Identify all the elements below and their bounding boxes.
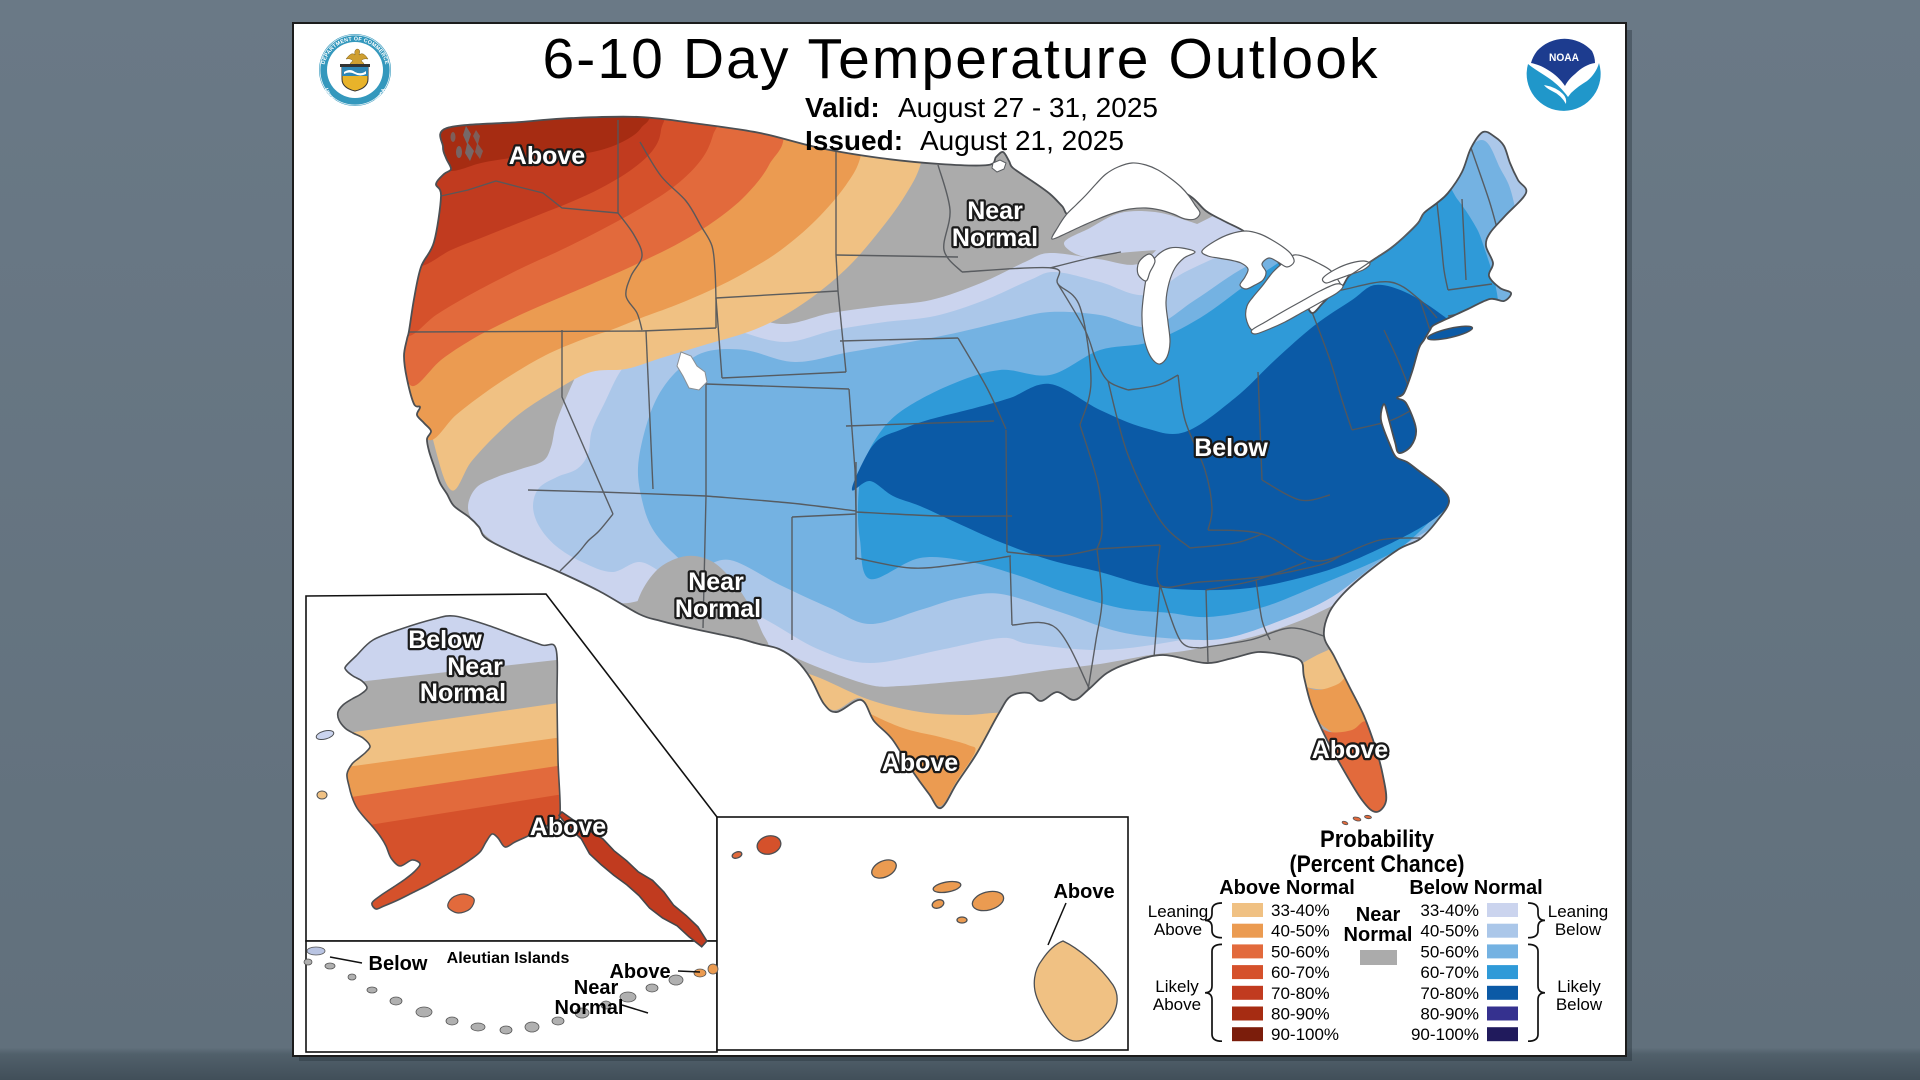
svg-text:Leaning: Leaning (1148, 902, 1209, 921)
svg-text:Near: Near (688, 568, 744, 596)
svg-text:70-80%: 70-80% (1271, 984, 1330, 1003)
svg-text:Below: Below (1194, 434, 1268, 462)
svg-text:80-90%: 80-90% (1271, 1005, 1330, 1024)
svg-text:Above: Above (1153, 995, 1201, 1014)
svg-text:33-40%: 33-40% (1271, 901, 1330, 920)
svg-text:Aleutian Islands: Aleutian Islands (447, 950, 570, 967)
svg-text:Above: Above (1053, 881, 1114, 903)
svg-text:Above: Above (1312, 736, 1389, 764)
svg-text:90-100%: 90-100% (1271, 1025, 1339, 1044)
svg-text:NOAA: NOAA (1549, 52, 1579, 64)
svg-text:Below: Below (1555, 920, 1602, 939)
svg-text:Normal: Normal (952, 224, 1038, 252)
svg-text:80-90%: 80-90% (1420, 1005, 1479, 1024)
svg-text:Issued:: Issued: (805, 125, 903, 156)
svg-text:Leaning: Leaning (1548, 902, 1609, 921)
svg-text:Near: Near (574, 977, 619, 999)
svg-text:Normal: Normal (1344, 924, 1413, 946)
svg-text:Above: Above (530, 813, 607, 841)
svg-text:Normal: Normal (420, 679, 506, 707)
svg-text:Likely: Likely (1155, 977, 1199, 996)
svg-text:Above: Above (509, 142, 586, 170)
svg-text:70-80%: 70-80% (1420, 984, 1479, 1003)
svg-text:50-60%: 50-60% (1271, 942, 1330, 961)
svg-text:Below: Below (369, 953, 428, 975)
svg-text:Likely: Likely (1557, 977, 1601, 996)
svg-text:Near: Near (967, 197, 1023, 225)
svg-text:6-10 Day Temperature Outlook: 6-10 Day Temperature Outlook (543, 27, 1379, 91)
svg-text:Near: Near (1356, 904, 1401, 926)
svg-text:60-70%: 60-70% (1271, 963, 1330, 982)
svg-text:90-100%: 90-100% (1411, 1025, 1479, 1044)
svg-text:Valid:: Valid: (805, 92, 880, 123)
svg-text:40-50%: 40-50% (1420, 922, 1479, 941)
svg-text:40-50%: 40-50% (1271, 922, 1330, 941)
svg-text:Probability: Probability (1320, 826, 1435, 853)
svg-text:August 21, 2025: August 21, 2025 (920, 125, 1124, 156)
svg-text:Above: Above (609, 961, 670, 983)
svg-text:Normal: Normal (675, 595, 761, 623)
svg-text:Below: Below (408, 626, 482, 654)
svg-text:Below: Below (1556, 995, 1603, 1014)
svg-text:Above Normal: Above Normal (1219, 877, 1355, 899)
svg-text:Above: Above (882, 749, 959, 777)
svg-text:(Percent Chance): (Percent Chance) (1290, 851, 1465, 878)
svg-text:Below Normal: Below Normal (1409, 877, 1542, 899)
svg-text:Normal: Normal (555, 997, 624, 1019)
svg-text:60-70%: 60-70% (1420, 963, 1479, 982)
svg-text:Above: Above (1154, 920, 1202, 939)
svg-text:August 27 - 31, 2025: August 27 - 31, 2025 (898, 92, 1158, 123)
svg-text:33-40%: 33-40% (1420, 901, 1479, 920)
svg-text:50-60%: 50-60% (1420, 942, 1479, 961)
svg-text:Near: Near (447, 653, 503, 681)
